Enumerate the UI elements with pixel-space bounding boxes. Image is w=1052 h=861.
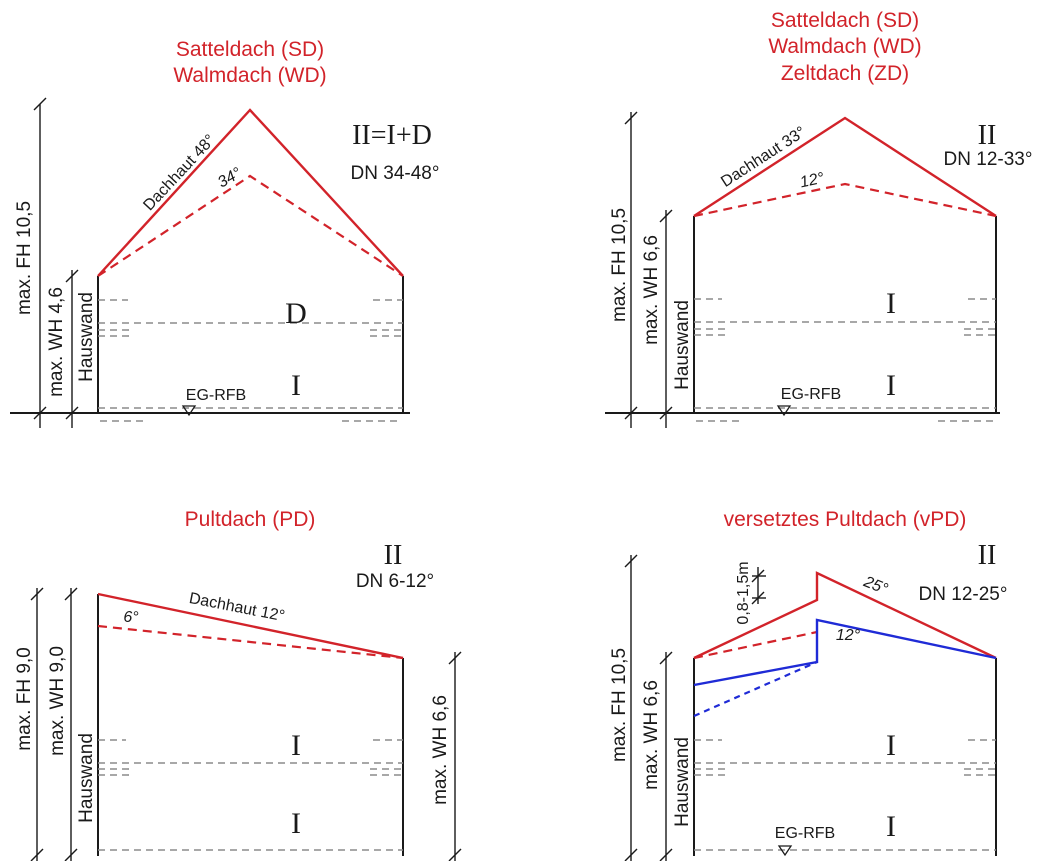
panel1-title-1: Satteldach (SD) [176,38,324,61]
panel1-title-2: Walmdach (WD) [173,64,326,87]
panel1-ground-marker-icon [181,405,197,417]
panel4-ground-marker-icon [777,845,793,857]
panel-pultdach: Pultdach (PD) II DN 6-12° Dachhaut 12° 6… [14,508,462,861]
panel4-floor-lower: I [886,810,896,843]
panel4-blue-roof [693,618,997,687]
panel4-title: versetztes Pultdach (vPD) [724,508,967,531]
panel2-floor-dashes [694,298,996,422]
panel4-blue-inner [693,660,818,718]
panel2-pitch: DN 12-33° [944,149,1033,170]
panel4-wh-label: max. WH 6,6 [641,680,662,790]
panel4-floor-dashes [694,739,996,851]
panel4-wall-label: Hauswand [672,737,693,827]
panel1-ground-label: EG-RFB [186,387,246,404]
panel1-inner-angle: 34° [215,164,245,191]
panel4-offset-label: 0,8-1,5m [735,561,752,624]
panel3-wall-label: Hauswand [76,733,97,823]
panel3-pitch: DN 6-12° [356,571,434,592]
panel1-wh-label: max. WH 4,6 [46,287,67,397]
panel3-roof-skin [97,592,404,660]
panel3-wh-right-label: max. WH 6,6 [430,695,451,805]
panel4-roof-skin [693,571,997,660]
panel-versetztes-pultdach: versetztes Pultdach (vPD) II DN 12-25° 2… [609,508,1007,861]
panel2-inner-angle: 12° [798,170,826,192]
panel3-wh-label: max. WH 9,0 [47,646,68,756]
panel2-roof-skin [693,116,997,218]
panel3-roof-skin-label: Dachhaut 12° [188,590,287,625]
panel1-storeys: II=I+D [352,120,432,151]
panel3-floor-upper: I [291,729,301,762]
panel2-fh-label: max. FH 10,5 [609,208,630,322]
panel1-wall-label: Hauswand [76,292,97,382]
panel3-inner-angle: 6° [123,609,139,626]
panel1-pitch: DN 34-48° [351,163,440,184]
panel1-floor-d: D [285,297,307,330]
panel4-inner-angle: 12° [836,627,861,644]
panel4-fh-label: max. FH 10,5 [609,648,630,762]
panel1-roof-skin [97,108,404,277]
panel3-storeys: II [384,540,403,571]
panel2-title-3: Zeltdach (ZD) [781,62,909,85]
panel1-roof-inner [97,174,404,277]
panel3-floor-dashes [98,739,403,851]
panel2-ground-label: EG-RFB [781,386,841,403]
panel3-floor-lower: I [291,807,301,840]
panel2-floor-lower: I [886,369,896,402]
panel-satteldach-walmdach-zeltdach: Satteldach (SD) Walmdach (WD) Zeltdach (… [605,9,1032,428]
panel4-storeys: II [978,540,997,571]
panel1-roof-skin-label: Dachhaut 48° [140,132,219,215]
panel2-wall-label: Hauswand [672,300,693,390]
panel1-floor-dashes [98,299,403,422]
panel2-title-2: Walmdach (WD) [768,35,921,58]
panel4-ground-label: EG-RFB [775,825,835,842]
panel1-floor-i: I [291,369,301,402]
panel4-roof-inner [693,630,818,660]
panel3-title: Pultdach (PD) [185,508,316,531]
panel2-roof-inner [693,182,997,218]
panel3-roof-inner [97,624,404,660]
panel2-storeys: II [978,120,997,151]
panel2-wh-label: max. WH 6,6 [641,235,662,345]
panel2-roof-skin-label: Dachhaut 33° [718,124,809,191]
panel2-ground-marker-icon [776,405,792,417]
panel4-pitch: DN 12-25° [919,584,1008,605]
panel2-title-1: Satteldach (SD) [771,9,919,32]
panel4-floor-upper: I [886,729,896,762]
panel1-fh-label: max. FH 10,5 [14,201,35,315]
panel2-floor-upper: I [886,287,896,320]
panel-satteldach-walmdach: Satteldach (SD) Walmdach (WD) II=I+D DN … [10,38,439,428]
panel3-fh-label: max. FH 9,0 [14,647,35,750]
